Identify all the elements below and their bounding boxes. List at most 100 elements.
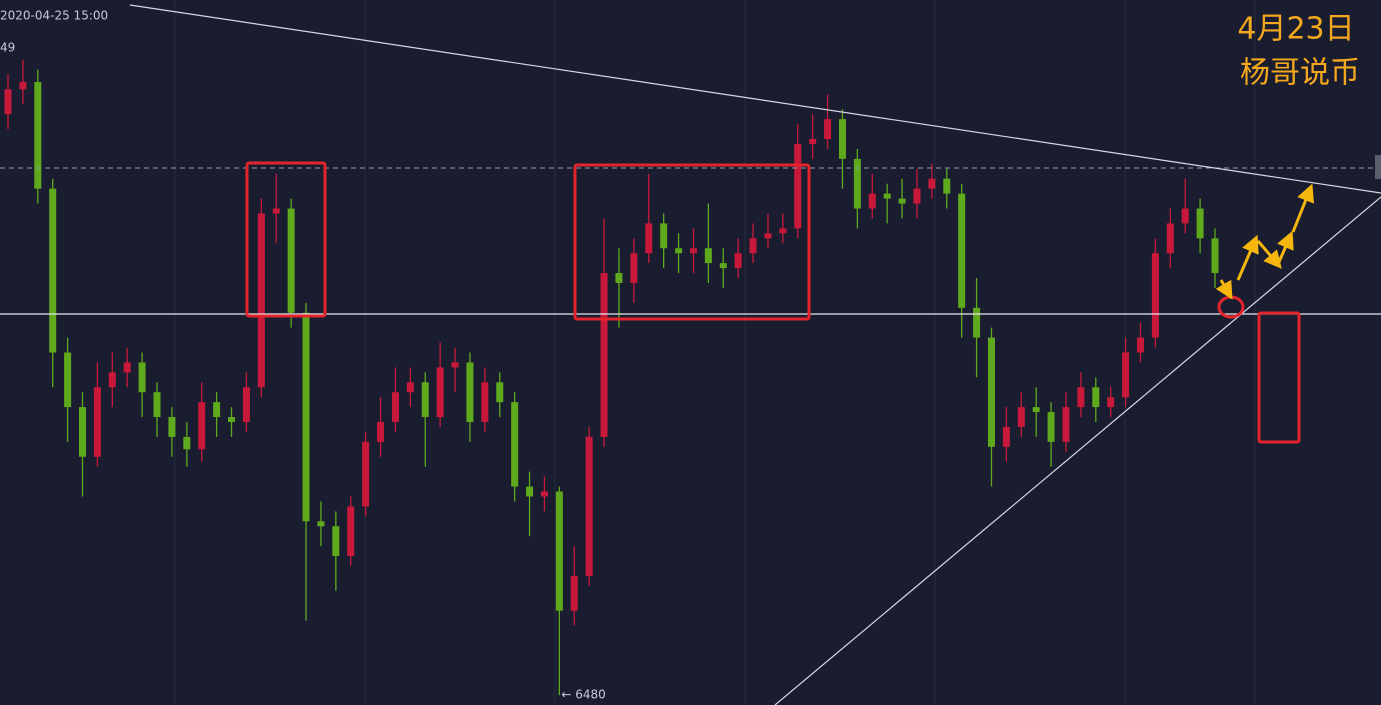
candle-body — [496, 382, 504, 403]
candle-body — [809, 139, 817, 144]
candle-body — [511, 402, 519, 487]
candle-body — [540, 491, 548, 497]
price-tag — [1375, 155, 1381, 179]
candle-body — [79, 407, 87, 457]
legend-fragment: 49 — [0, 41, 15, 55]
candle-body — [600, 273, 608, 437]
candle-body — [257, 213, 265, 388]
forecast-arrow — [1277, 230, 1294, 263]
candle-body — [615, 273, 623, 283]
candle-body — [287, 208, 295, 313]
candle-body — [883, 193, 891, 199]
candle-body — [555, 491, 563, 611]
candle-body — [749, 238, 757, 254]
target-box — [1257, 311, 1301, 444]
candle-body — [1002, 426, 1010, 447]
candle-body — [481, 382, 489, 423]
candle-body — [585, 436, 593, 576]
candle-body — [630, 253, 638, 283]
candle-body — [987, 337, 995, 447]
candle-body — [302, 312, 310, 522]
candle-body — [272, 208, 280, 214]
candle-body — [242, 387, 250, 423]
candle-body — [1062, 407, 1070, 442]
candle-body — [853, 158, 861, 209]
forecast-arrow — [1236, 234, 1259, 281]
descending-trendline — [129, 4, 1381, 194]
low-marker: ← 6480 — [561, 688, 605, 702]
candle-body — [824, 119, 832, 140]
candle-body — [913, 188, 921, 204]
candle-body — [168, 417, 176, 437]
candle-body — [198, 402, 206, 450]
candle-body — [138, 362, 146, 393]
ascending-trendline — [774, 196, 1381, 705]
candle-body — [838, 119, 846, 159]
candle-body — [570, 575, 578, 611]
candle-body — [689, 248, 697, 254]
candle-body — [734, 253, 742, 269]
candle-body — [19, 81, 27, 90]
highlight-box — [573, 163, 811, 321]
candle-body — [898, 198, 906, 204]
candle-body — [868, 193, 876, 209]
candle-body — [675, 248, 683, 254]
candle-body — [34, 81, 42, 189]
candle-body — [153, 392, 161, 418]
candle-body — [1017, 407, 1025, 427]
candle-body — [1077, 387, 1085, 408]
candle-body — [660, 223, 668, 249]
candle-body — [183, 436, 191, 450]
candle-body — [645, 223, 653, 254]
candle-body — [466, 362, 474, 423]
candle-body — [347, 506, 355, 557]
forecast-arrow — [1291, 183, 1315, 233]
candles — [4, 59, 1219, 696]
candle-body — [391, 392, 399, 423]
candle-body — [108, 372, 116, 388]
candle-body — [794, 143, 802, 229]
candle-body — [317, 521, 325, 527]
candle-body — [123, 362, 131, 373]
candle-body — [1122, 352, 1130, 398]
candle-body — [779, 228, 787, 234]
candle-body — [943, 178, 951, 194]
candle-body — [973, 307, 981, 338]
candle-body — [526, 486, 534, 497]
candle-body — [332, 526, 340, 557]
candle-body — [1136, 337, 1144, 353]
candle-body — [764, 233, 772, 239]
annotation-date: 4月23日 — [1237, 12, 1354, 47]
candle-body — [1196, 208, 1204, 239]
forecast-arrow — [1256, 240, 1282, 269]
candle-body — [93, 387, 101, 457]
candle-body — [1047, 412, 1055, 442]
candle-body — [213, 402, 221, 418]
candle-body — [928, 178, 936, 189]
candle-body — [228, 417, 236, 423]
candle-body — [362, 441, 370, 507]
candle-body — [406, 382, 414, 393]
candle-body — [1032, 407, 1040, 413]
candle-body — [436, 367, 444, 418]
timestamp: 2020-04-25 15:00 — [0, 9, 108, 23]
candle-body — [421, 382, 429, 418]
candle-body — [719, 263, 727, 269]
candle-body — [1181, 208, 1189, 224]
candle-body — [1211, 238, 1219, 274]
candle-body — [4, 89, 12, 115]
highlight-box — [245, 161, 327, 318]
candle-body — [1151, 253, 1159, 338]
candle-body — [958, 193, 966, 308]
candle-body — [64, 352, 72, 408]
candle-body — [49, 188, 57, 353]
candle-body — [377, 422, 385, 442]
annotation-author: 杨哥说币 — [1240, 56, 1360, 91]
candle-body — [451, 362, 459, 368]
forecast-arrow — [1215, 279, 1233, 300]
candle-body — [1107, 397, 1115, 408]
candle-body — [1092, 387, 1100, 408]
